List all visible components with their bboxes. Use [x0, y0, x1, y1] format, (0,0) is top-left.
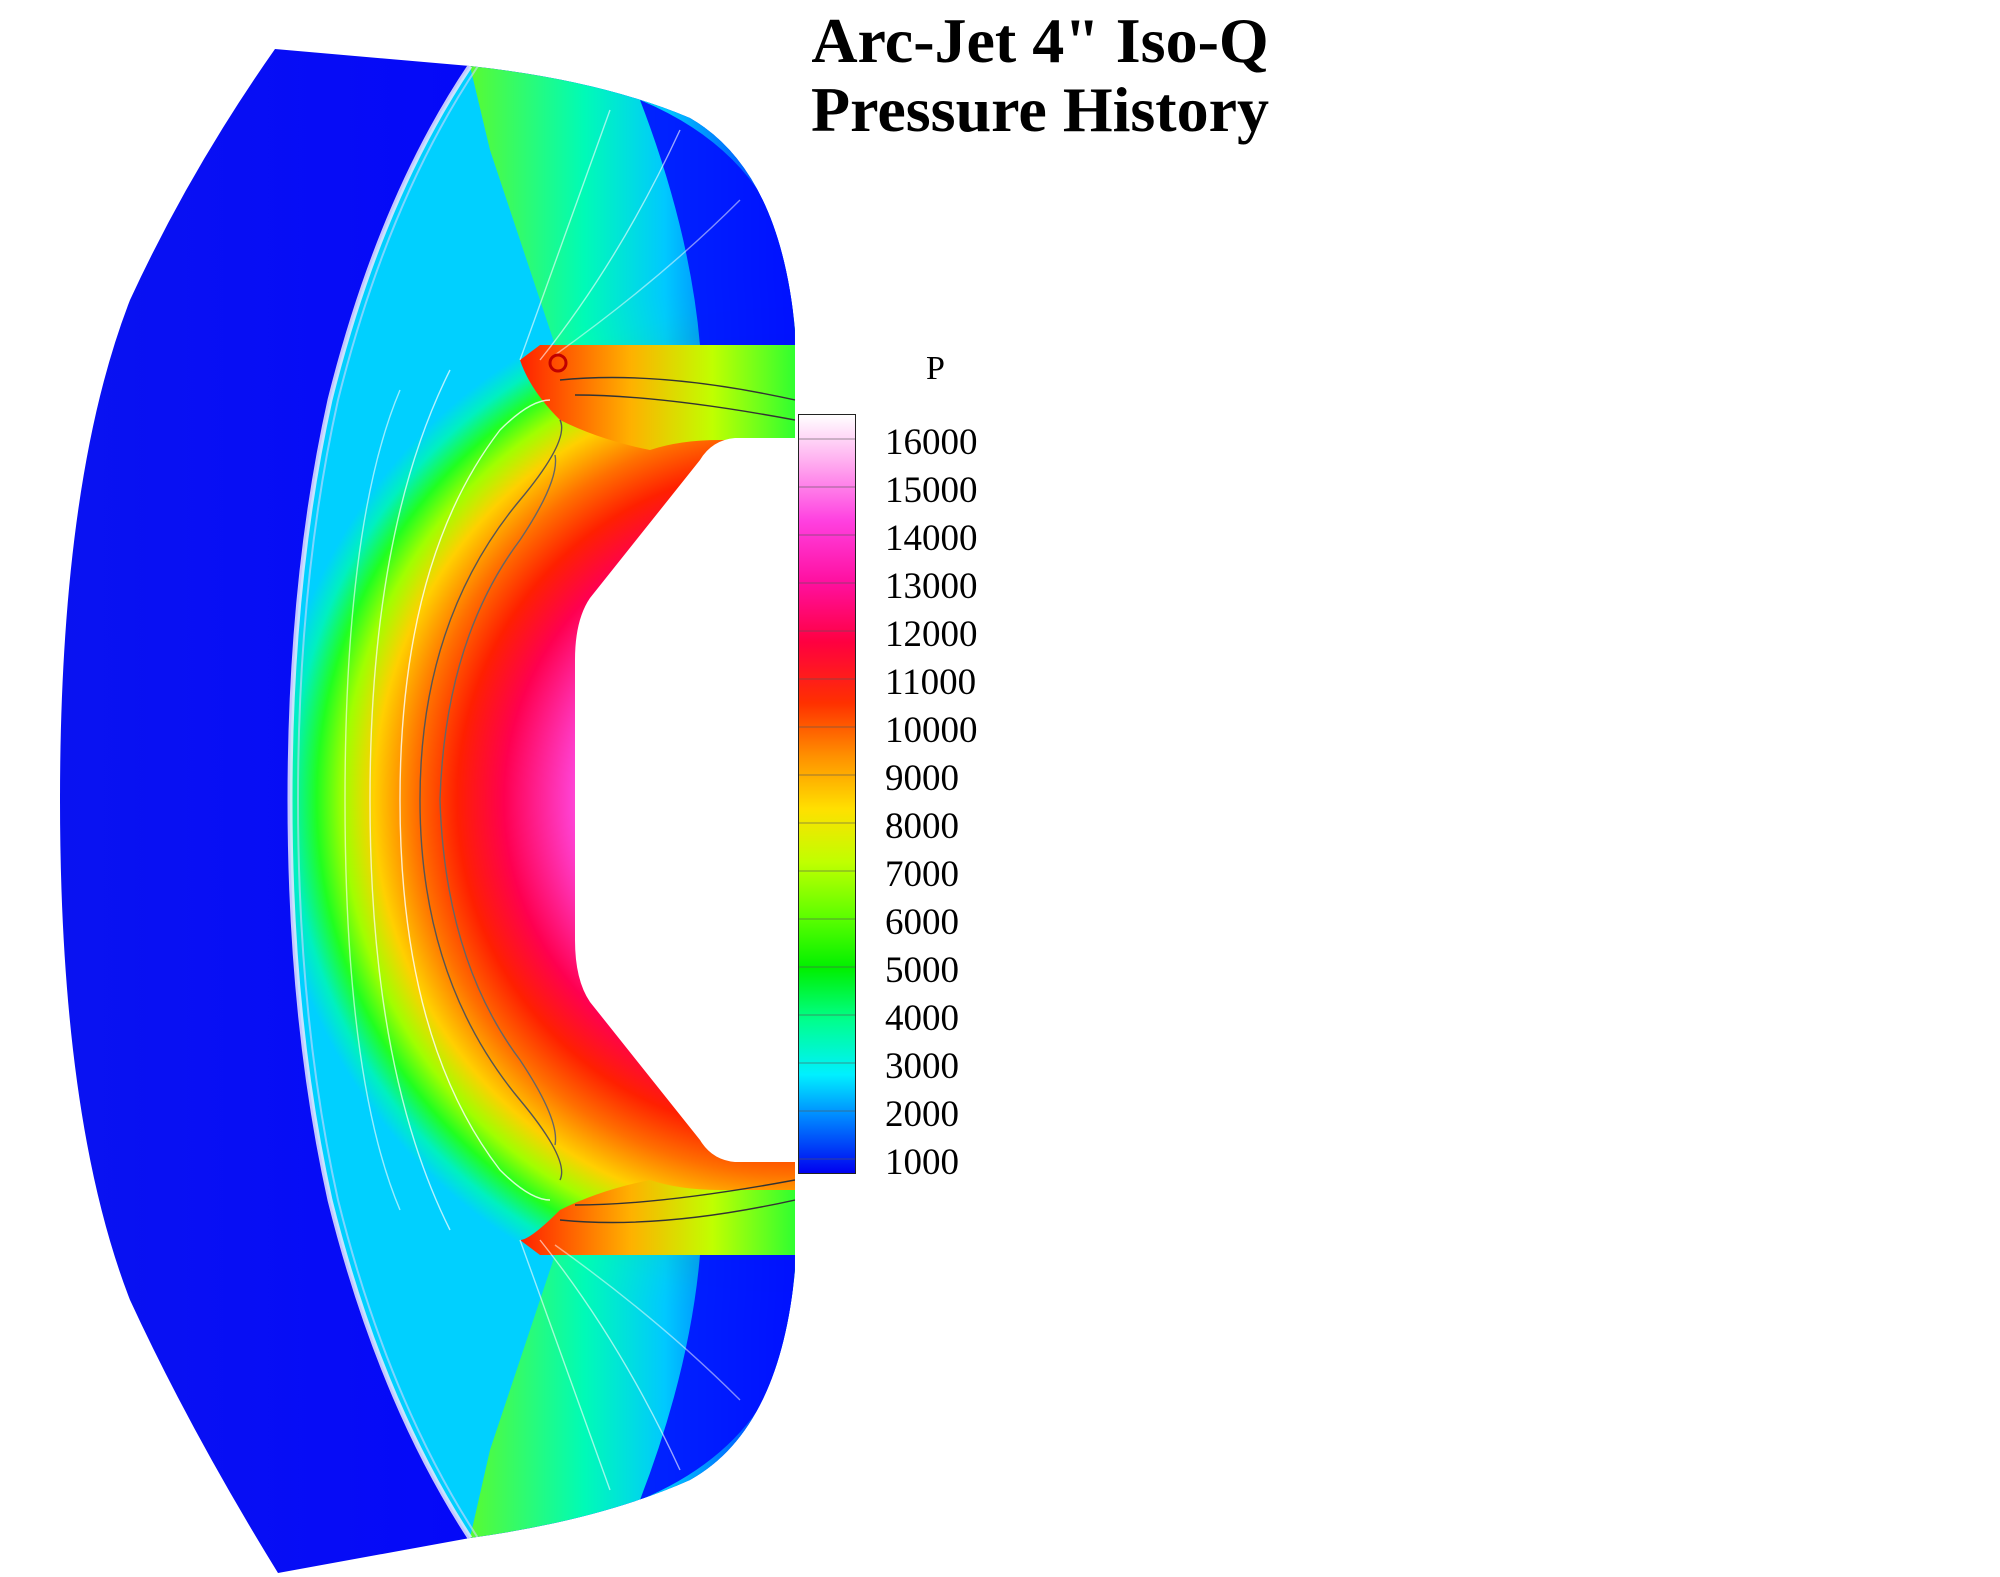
colorbar-tick-label: 13000 [885, 566, 978, 607]
title-line-1: Arc-Jet 4" Iso-Q [811, 5, 1269, 76]
title-line-2: Pressure History [811, 74, 1269, 146]
colorbar-tick-label: 11000 [885, 662, 977, 703]
bottom-boundary-layer [520, 1180, 795, 1255]
top-boundary-layer [520, 345, 795, 450]
colorbar-tick-label: 10000 [885, 710, 978, 751]
contour-lines [344, 109, 795, 1491]
colorbar-tick-label: 5000 [885, 950, 959, 991]
colorbar-tick-label: 1000 [885, 1142, 959, 1183]
colorbar-tick-lines [799, 438, 855, 1160]
colorbar [798, 414, 856, 1174]
colorbar-tick-label: 3000 [885, 1046, 959, 1087]
colorbar-tick-label: 6000 [885, 902, 959, 943]
test-article-body [575, 438, 795, 1162]
chart-title: Arc-Jet 4" Iso-Q Pressure History [760, 6, 1320, 144]
colorbar-tick-label: 12000 [885, 614, 978, 655]
colorbar-tick-label: 14000 [885, 518, 978, 559]
colorbar-tick-label: 4000 [885, 998, 959, 1039]
colorbar-tick-label: 8000 [885, 806, 959, 847]
pressure-contour-plot [60, 49, 795, 1573]
colorbar-gradient [799, 415, 855, 1173]
colorbar-tick-label: 9000 [885, 758, 959, 799]
probe-marker [548, 353, 568, 373]
colorbar-tick-label: 7000 [885, 854, 959, 895]
shock-front-line [287, 64, 473, 1540]
colorbar-variable-label: P [926, 350, 945, 387]
colorbar-tick-label: 16000 [885, 422, 978, 463]
colorbar-tick-label: 15000 [885, 470, 978, 511]
colorbar-tick-label: 2000 [885, 1094, 959, 1135]
